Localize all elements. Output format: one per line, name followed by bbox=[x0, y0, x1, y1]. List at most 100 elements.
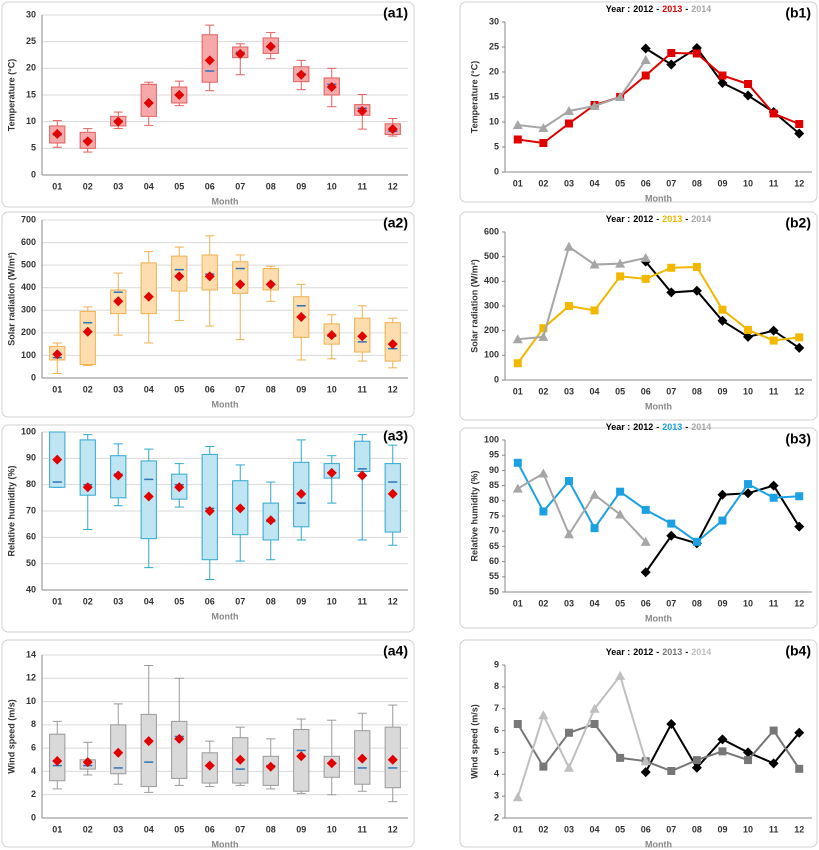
point-marker bbox=[794, 128, 805, 139]
y-tick-label: 12 bbox=[26, 673, 36, 683]
x-tick-label: 01 bbox=[513, 598, 523, 608]
mean-marker bbox=[113, 747, 124, 758]
x-tick-label: 10 bbox=[743, 824, 753, 834]
y-tick-label: 15 bbox=[489, 91, 499, 101]
x-tick-label: 01 bbox=[52, 824, 62, 834]
box bbox=[79, 439, 96, 496]
mean-marker bbox=[174, 90, 185, 100]
x-tick-label: 03 bbox=[564, 598, 574, 608]
mean-marker bbox=[204, 506, 215, 516]
y-axis-label: Wind speed (m/s) bbox=[469, 704, 479, 778]
mean-marker bbox=[82, 757, 93, 768]
series-line bbox=[644, 260, 800, 349]
box bbox=[354, 440, 371, 473]
x-tick-label: 07 bbox=[666, 598, 676, 608]
y-tick-label: 25 bbox=[26, 36, 36, 46]
y-tick-label: 0 bbox=[494, 166, 499, 176]
series-line bbox=[645, 46, 800, 135]
x-tick-label: 09 bbox=[717, 386, 727, 396]
point-marker bbox=[589, 101, 600, 110]
point-marker bbox=[538, 123, 549, 132]
x-axis-label: Month bbox=[212, 196, 239, 206]
x-tick-label: 03 bbox=[564, 178, 574, 188]
mean-marker bbox=[82, 482, 93, 493]
x-axis-label: Month bbox=[212, 611, 239, 621]
y-tick-label: 60 bbox=[26, 532, 36, 542]
mean-marker bbox=[52, 128, 63, 139]
y-tick-label: 70 bbox=[489, 526, 499, 536]
point-marker bbox=[667, 263, 676, 272]
chart-title: Year :2012-2013-2014 bbox=[606, 214, 712, 224]
x-tick-label: 03 bbox=[564, 824, 574, 834]
mean-marker bbox=[296, 69, 307, 80]
point-marker bbox=[795, 333, 804, 342]
x-tick-label: 11 bbox=[357, 384, 367, 394]
x-tick-label: 11 bbox=[357, 181, 367, 191]
point-marker bbox=[640, 55, 651, 64]
x-tick-label: 01 bbox=[52, 596, 62, 606]
legend-entry: 2012 bbox=[633, 647, 653, 657]
point-marker bbox=[538, 468, 549, 478]
mean-marker bbox=[265, 515, 276, 526]
title-prefix: Year : bbox=[606, 214, 631, 224]
mean-marker bbox=[387, 339, 398, 350]
x-tick-label: 09 bbox=[717, 598, 727, 608]
x-tick-label: 07 bbox=[235, 384, 245, 394]
x-tick-label: 11 bbox=[357, 596, 367, 606]
series-line bbox=[517, 51, 800, 145]
box bbox=[140, 713, 157, 788]
title-separator: - bbox=[656, 422, 659, 432]
x-tick-label: 09 bbox=[296, 596, 306, 606]
y-tick-label: 80 bbox=[26, 479, 36, 489]
x-tick-label: 10 bbox=[743, 178, 753, 188]
y-tick-label: 0 bbox=[494, 374, 499, 384]
series-line bbox=[517, 245, 646, 341]
x-tick-label: 05 bbox=[615, 824, 625, 834]
y-tick-label: 7 bbox=[494, 703, 499, 713]
point-marker bbox=[768, 480, 779, 491]
x-tick-label: 08 bbox=[692, 598, 702, 608]
point-marker bbox=[512, 334, 523, 344]
point-marker bbox=[616, 272, 625, 281]
point-marker bbox=[769, 336, 778, 345]
x-tick-label: 11 bbox=[769, 598, 779, 608]
y-tick-label: 200 bbox=[484, 325, 499, 335]
point-marker bbox=[512, 120, 523, 129]
title-separator: - bbox=[685, 647, 688, 657]
point-marker bbox=[640, 252, 651, 262]
series-line bbox=[516, 722, 801, 773]
mean-marker bbox=[265, 761, 276, 772]
point-marker bbox=[744, 325, 753, 334]
series-line bbox=[517, 59, 647, 130]
series-line bbox=[516, 673, 647, 798]
point-marker bbox=[589, 259, 600, 269]
y-tick-label: 6 bbox=[494, 725, 499, 735]
x-tick-label: 04 bbox=[144, 181, 154, 191]
y-tick-label: 60 bbox=[489, 556, 499, 566]
mean-marker bbox=[326, 467, 337, 478]
mean-marker bbox=[143, 291, 154, 302]
y-tick-label: 10 bbox=[26, 696, 36, 706]
panel-frame bbox=[459, 639, 818, 848]
panel: 2 3 4 5 6 7 8 9 01 02 03 04 05 06 07 08 09 10 11 12 Month Win… bbox=[459, 639, 818, 849]
x-tick-label: 05 bbox=[174, 824, 184, 834]
y-tick-label: 20 bbox=[489, 66, 499, 76]
x-tick-label: 05 bbox=[615, 386, 625, 396]
panel-label: (b1) bbox=[785, 5, 811, 21]
legend-entry: 2012 bbox=[633, 4, 653, 14]
mean-marker bbox=[174, 482, 185, 493]
x-tick-label: 04 bbox=[590, 598, 600, 608]
x-tick-label: 08 bbox=[266, 384, 276, 394]
point-marker bbox=[744, 80, 753, 88]
x-tick-label: 12 bbox=[388, 824, 398, 834]
x-tick-label: 09 bbox=[717, 824, 727, 834]
y-tick-label: 8 bbox=[494, 681, 499, 691]
y-tick-label: 10 bbox=[489, 116, 499, 126]
mean-marker bbox=[387, 488, 398, 499]
y-tick-label: 2 bbox=[494, 812, 499, 822]
y-axis-label: Temperature (°C) bbox=[469, 61, 479, 133]
x-tick-label: 08 bbox=[266, 596, 276, 606]
x-tick-label: 05 bbox=[174, 384, 184, 394]
point-marker bbox=[641, 274, 650, 283]
mean-marker bbox=[296, 312, 307, 323]
